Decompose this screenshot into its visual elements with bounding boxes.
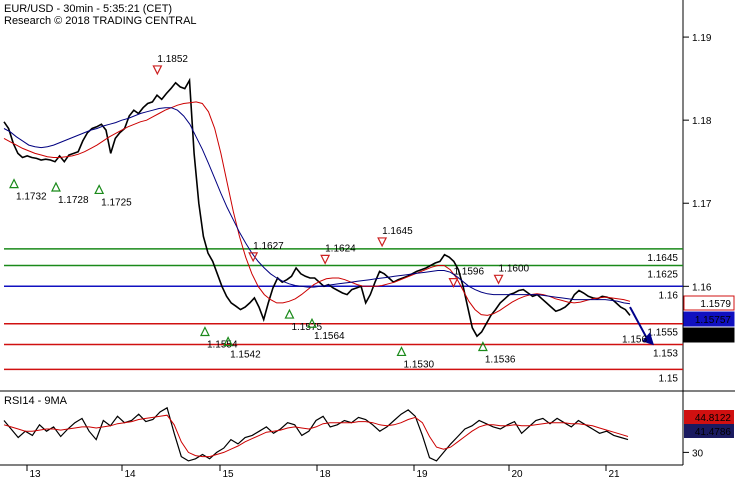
swing-low-label: 1.1536 <box>485 354 516 365</box>
time-axis-tick-label: 21 <box>608 469 620 480</box>
swing-high-marker <box>448 278 459 288</box>
swing-low-marker <box>307 317 317 328</box>
chart-header-line-1: EUR/USD - 30min - 5:35:21 (CET) <box>4 3 172 15</box>
swing-low-marker <box>9 178 19 189</box>
rsi-panel-title: RSI14 - 9MA <box>4 395 68 407</box>
price-axis-tick-label: 1.17 <box>692 199 712 210</box>
time-axis: 13 14 15 18 19 20 21 <box>26 465 620 480</box>
swing-high-marker <box>152 65 163 76</box>
time-axis-tick-label: 14 <box>124 469 136 480</box>
time-axis-tick-label: 15 <box>222 469 234 480</box>
level-label: 1.1555 <box>647 328 678 339</box>
rsi-tag <box>684 424 734 438</box>
price-tag-label: 1.15757 <box>695 315 732 326</box>
swing-low-label: 1.1554 <box>207 340 238 351</box>
price-panel: 1.156 <box>3 77 654 346</box>
rsi-axis-tick-label: 30 <box>692 448 704 459</box>
swing-high-marker <box>320 254 331 265</box>
price-tag <box>683 311 735 327</box>
swing-low-marker <box>94 184 105 195</box>
swing-low-marker <box>199 326 210 337</box>
price-line <box>3 77 631 338</box>
forecast-arrow <box>629 306 649 341</box>
swing-high-label: 1.1627 <box>253 241 284 252</box>
partial-label: 1.156 <box>622 334 647 345</box>
swing-high-label: 1.1852 <box>157 54 188 65</box>
forecast-arrow-head <box>642 332 654 346</box>
level-label: 1.153 <box>653 348 678 359</box>
time-axis-tick-label: 20 <box>511 469 523 480</box>
price-tag <box>683 327 735 343</box>
swing-low-marker <box>50 181 61 192</box>
swing-high-label: 1.1645 <box>382 226 413 237</box>
price-axis-tick-label: 1.18 <box>692 116 712 127</box>
support-resistance-levels: 1.1645 1.1625 1.16 1.1555 1.153 1.15 <box>4 248 683 384</box>
swing-low-marker <box>284 308 295 319</box>
rsi-tag-label: 44.8122 <box>695 413 732 424</box>
price-tag-label: 1.15656 <box>695 331 732 342</box>
swing-high-label: 1.1596 <box>453 267 484 278</box>
rsi-panel: 30 44.8122 41.4786 <box>3 406 734 462</box>
level-label: 1.1645 <box>647 253 678 264</box>
price-axis-tick-label: 1.16 <box>692 282 712 293</box>
time-axis-tick-label: 13 <box>29 469 41 480</box>
price-axis: 1.19 1.18 1.17 1.16 1.1579 1.15757 1.15656 <box>683 33 735 343</box>
swing-low-label: 1.1530 <box>404 359 435 370</box>
price-tag-label: 1.1579 <box>700 299 731 310</box>
swing-high-marker <box>493 274 504 285</box>
swing-low-label: 1.1725 <box>101 197 132 208</box>
time-axis-tick-label: 18 <box>319 469 331 480</box>
swing-low-marker <box>223 336 234 347</box>
chart-header-line-2: Research © 2018 TRADING CENTRAL <box>4 15 197 27</box>
swing-low-label: 1.1728 <box>58 195 89 206</box>
level-label: 1.16 <box>659 290 679 301</box>
swing-high-marker <box>248 252 259 263</box>
swing-high-label: 1.1600 <box>499 263 530 274</box>
rsi-rsi-line <box>3 406 629 462</box>
swing-low-label: 1.1564 <box>314 331 345 342</box>
price-tag <box>683 295 735 311</box>
swing-low-label: 1.1732 <box>16 192 47 203</box>
rsi-tag <box>684 410 734 424</box>
swing-low-label: 1.1542 <box>230 349 261 360</box>
level-label: 1.1625 <box>647 270 678 281</box>
price-axis-tick-label: 1.19 <box>692 33 712 44</box>
swing-high-label: 1.1624 <box>325 243 356 254</box>
swing-low-marker <box>396 346 407 357</box>
moving-average-slow-line <box>3 107 631 305</box>
moving-average-fast-line <box>3 101 631 316</box>
swing-high-marker <box>377 237 388 248</box>
swing-low-label: 1.1575 <box>291 322 322 333</box>
swing-low-marker <box>477 341 488 352</box>
rsi-tag-label: 41.4786 <box>695 427 732 438</box>
level-label: 1.15 <box>659 373 679 384</box>
rsi-ma-line <box>3 414 629 458</box>
time-axis-tick-label: 19 <box>416 469 428 480</box>
